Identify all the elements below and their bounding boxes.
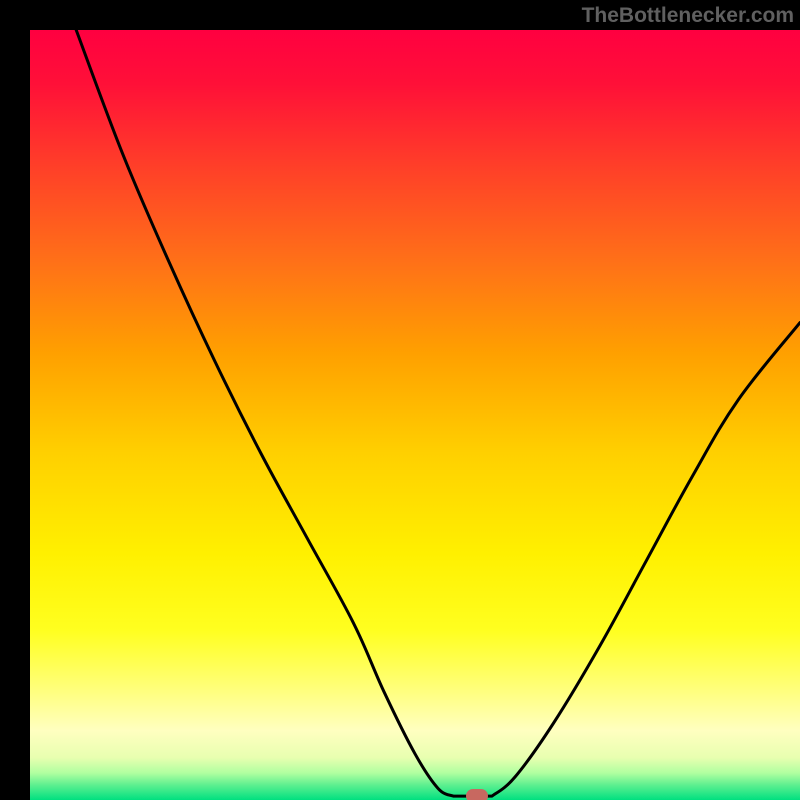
chart-container: TheBottlenecker.com (0, 0, 800, 800)
watermark-text: TheBottlenecker.com (582, 4, 794, 28)
gradient-plot-area (30, 30, 800, 800)
optimal-point-marker (466, 789, 488, 800)
